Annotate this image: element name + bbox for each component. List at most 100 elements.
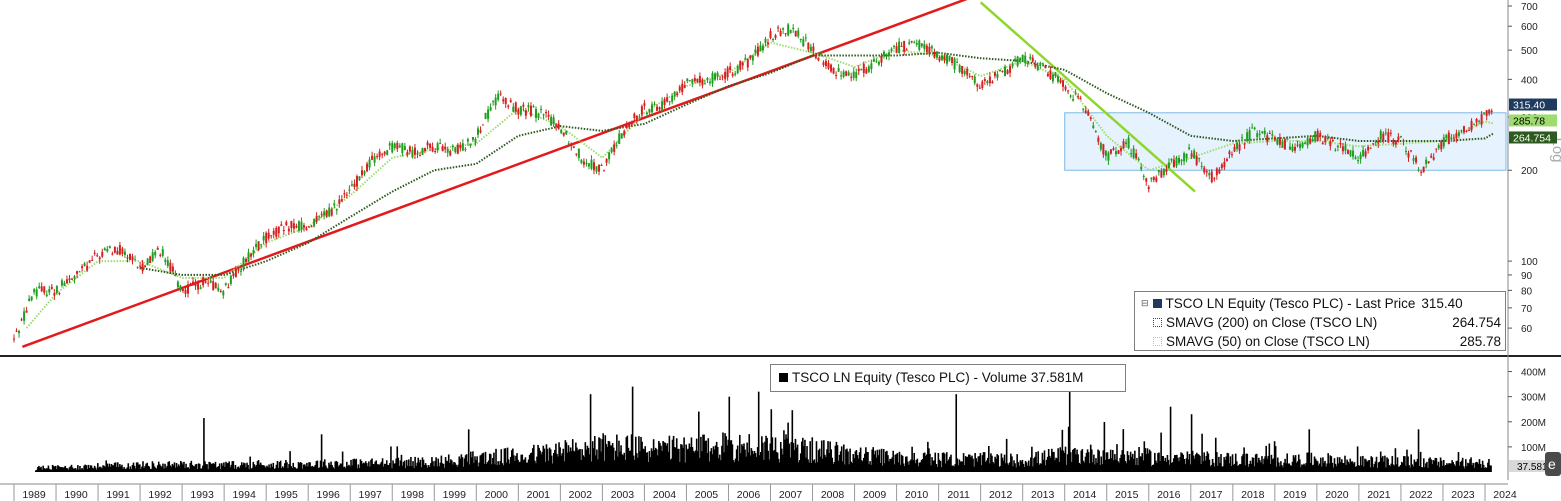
x-tick-label: 2005 [695,489,719,501]
volume-bar [149,468,152,472]
volume-bar [1178,461,1180,472]
price-candle [678,86,681,91]
volume-bar [1212,462,1215,472]
volume-bar [931,457,933,472]
collapse-icon[interactable]: ⊟ [1141,298,1149,308]
volume-bar [682,447,684,472]
price-candle [1102,144,1105,155]
price-candle [169,262,172,272]
volume-bar [732,460,735,472]
volume-bar [255,465,258,472]
volume-bar [1229,456,1232,472]
price-candle [540,109,543,111]
price-candle [1049,70,1052,80]
volume-bar [1384,455,1386,472]
volume-bar [1408,465,1410,472]
price-candle [1437,145,1440,149]
price-candle [126,257,129,259]
volume-bar [169,465,172,472]
x-tick-label: 2008 [821,489,845,501]
volume-bar [264,466,266,472]
volume-bar [90,465,93,472]
volume-bar [293,467,296,472]
price-candle [328,207,331,217]
volume-bar [86,469,89,472]
volume-bar [182,464,184,472]
volume-bar [1139,456,1141,472]
volume-bar [281,466,284,472]
volume-bar [1469,459,1471,472]
volume-bar [796,444,799,472]
volume-bar [360,460,363,472]
bloomberg-tab-icon [1545,452,1561,476]
volume-bar [804,439,806,472]
volume-bar [672,435,675,472]
volume-bar [890,458,892,472]
price-axis-label-bg [1509,114,1557,127]
volume-bar [1197,453,1199,472]
price-candle [681,83,684,93]
volume-bar [507,459,510,472]
volume-bar [475,460,477,472]
volume-bar [61,467,63,472]
volume-bar [99,466,101,472]
volume-bar [226,463,228,472]
volume-bar [1078,462,1080,472]
price-candle [832,67,835,74]
volume-bar [1421,467,1424,472]
volume-bar [121,464,123,472]
volume-bar [112,465,115,472]
volume-bar [948,459,950,472]
volume-bar [1172,458,1175,472]
volume-bar [1286,453,1289,472]
volume-bar [473,462,475,472]
price-candle [1117,150,1120,154]
volume-bar [1419,451,1422,472]
price-candle [744,58,747,60]
volume-bar [802,437,804,472]
price-candle [862,63,865,74]
volume-bar [45,468,48,472]
price-candle [696,78,699,82]
volume-bar [1043,450,1046,472]
price-candle [537,113,540,118]
price-candle [1072,98,1075,101]
price-candle [1190,153,1193,157]
volume-bar [1460,460,1463,472]
volume-bar [1152,464,1155,472]
volume-bar [1283,462,1285,472]
price-legend[interactable]: ⊟ TSCO LN Equity (Tesco PLC) - Last Pric… [1134,291,1506,351]
volume-bar [1377,462,1380,472]
volume-bar [1023,466,1026,472]
volume-bar [992,461,994,472]
price-candle [459,144,462,149]
volume-bar [1318,463,1321,472]
volume-bar [1378,461,1381,472]
volume-bar [1149,451,1152,472]
volume-bar [1209,466,1212,472]
volume-bar [698,411,700,472]
volume-bar [934,452,937,472]
price-candle [13,338,15,340]
volume-bar [289,451,291,472]
volume-tick-label: 400M [1521,368,1546,379]
price-candle [363,171,366,174]
price-candle [393,143,396,149]
price-candle [905,49,908,51]
volume-legend[interactable]: TSCO LN Equity (Tesco PLC) - Volume 37.5… [770,364,1126,392]
x-tick-label: 1993 [190,489,214,501]
price-candle [484,112,487,119]
price-candle [30,296,33,301]
volume-bar [1114,454,1116,472]
price-tick-label: 60 [1521,324,1533,335]
volume-bar [1207,453,1210,472]
volume-bar [119,464,121,472]
volume-bar [1359,456,1362,472]
volume-bar [1082,460,1085,472]
volume-bar [318,467,321,472]
volume-bar [538,447,540,472]
volume-bar [1243,447,1245,472]
price-candle [993,72,996,77]
price-candle [141,263,144,272]
legend-price-value: 315.40 [1421,296,1463,311]
